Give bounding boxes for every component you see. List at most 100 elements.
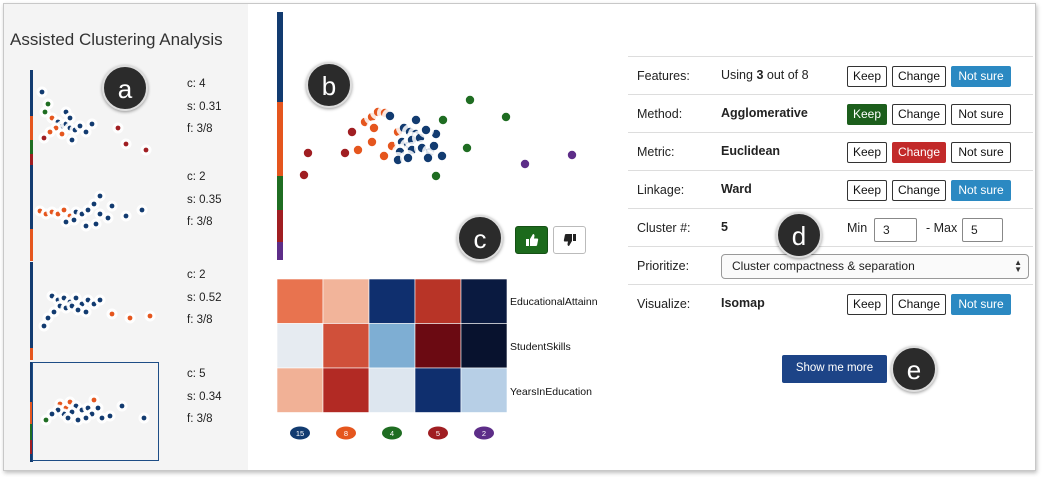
thumbnail-cluster-strip (30, 454, 33, 462)
thumbnail-point (99, 415, 105, 421)
cluster-size-label: 4 (390, 429, 394, 438)
features-label: Features: (637, 69, 690, 83)
selected-thumbnail-highlight[interactable] (32, 362, 159, 461)
metric-change-button[interactable]: Change (892, 142, 946, 163)
prioritize-row: Prioritize: Cluster compactness & separa… (628, 246, 1033, 284)
thumbnail-cluster-strip (30, 262, 33, 348)
thumbs-up-button[interactable] (515, 226, 548, 254)
scatter-point (465, 95, 475, 105)
thumbnail-cluster-strip (30, 229, 33, 261)
features-change-button[interactable]: Change (892, 66, 946, 87)
cluster-count: c: 5 (187, 368, 206, 380)
thumbnail-cluster-strip (30, 424, 33, 440)
metric-not-sure-button[interactable]: Not sure (951, 142, 1011, 163)
thumbnail-point (73, 403, 79, 409)
thumbnail-point (79, 211, 85, 217)
heatmap-row-label: EducationalAttainn (510, 296, 598, 308)
main-scatterplot-and-heatmap[interactable]: 15 8 4 5 2 (0, 0, 620, 470)
visualize-not-sure-button[interactable]: Not sure (951, 294, 1011, 315)
thumbnail-cluster-strip (30, 348, 33, 360)
thumbnail-cluster-strip (30, 165, 33, 229)
thumbnail-point (77, 123, 83, 129)
thumbnail-stats-4: c: 5 s: 0.34 f: 3/8 (187, 363, 222, 431)
heatmap-cell (460, 278, 508, 324)
controls-panel: Features: Using 3 out of 8 Keep Change N… (628, 56, 1033, 322)
thumbnail-point (89, 411, 95, 417)
app-title: Assisted Clustering Analysis (10, 30, 223, 49)
visualize-row: Visualize: Isomap Keep Change Not sure (628, 284, 1033, 322)
min-clusters-input[interactable]: 3 (874, 218, 917, 242)
linkage-not-sure-button[interactable]: Not sure (951, 180, 1011, 201)
silhouette-score: s: 0.35 (187, 193, 222, 206)
scatter-point (462, 143, 472, 153)
annotation-b: b (306, 62, 352, 108)
features-value: Using 3 out of 8 (721, 68, 809, 82)
visualize-keep-button[interactable]: Keep (847, 294, 887, 315)
thumbnail-point (69, 409, 75, 415)
heatmap-cell (276, 367, 324, 413)
scatter-point (303, 148, 313, 158)
metric-keep-button[interactable]: Keep (847, 142, 887, 163)
thumbnail-point (93, 221, 99, 227)
method-not-sure-button[interactable]: Not sure (951, 104, 1011, 125)
thumbnail-point (89, 121, 95, 127)
thumbnail-point (73, 295, 79, 301)
thumbnail-point (83, 129, 89, 135)
thumbnail-scatterplots[interactable] (0, 0, 250, 470)
thumbnail-point (147, 313, 153, 319)
heatmap-cell (368, 278, 416, 324)
scatter-point (431, 171, 441, 181)
thumbnail-point (79, 301, 85, 307)
main-cluster-strip (277, 102, 283, 176)
visualize-change-button[interactable]: Change (892, 294, 946, 315)
thumbnail-point (119, 403, 125, 409)
method-row: Method: Agglomerative Keep Change Not su… (628, 94, 1033, 132)
scatter-point (367, 137, 377, 147)
thumbs-down-button[interactable] (553, 226, 586, 254)
scatter-point (353, 145, 363, 155)
thumbnail-cluster-strip (30, 70, 33, 116)
thumbnail-point (91, 301, 97, 307)
max-clusters-input[interactable]: 5 (962, 218, 1003, 242)
prioritize-selected-value: Cluster compactness & separation (732, 259, 915, 273)
thumbnail-point (41, 135, 47, 141)
scatter-point (340, 148, 350, 158)
thumbs-up-icon (525, 234, 538, 246)
feature-count: f: 3/8 (187, 314, 213, 326)
linkage-value: Ward (721, 182, 752, 196)
main-cluster-strip (277, 12, 283, 102)
prioritize-select[interactable]: Cluster compactness & separation ▲ ▼ (721, 254, 1029, 279)
thumbnail-point (91, 201, 97, 207)
thumbnail-stats-3: c: 2 s: 0.52 f: 3/8 (187, 264, 222, 332)
main-cluster-strip (277, 210, 283, 242)
thumbnail-point (83, 309, 89, 315)
thumbnail-point (85, 207, 91, 213)
thumbnail-cluster-strip (30, 440, 33, 454)
heatmap-cell (414, 367, 462, 413)
thumbnail-point (59, 131, 65, 137)
features-keep-button[interactable]: Keep (847, 66, 887, 87)
linkage-keep-button[interactable]: Keep (847, 180, 887, 201)
show-me-more-button[interactable]: Show me more (782, 355, 887, 383)
thumbnail-point (123, 141, 129, 147)
thumbnail-point (47, 129, 53, 135)
thumbnail-point (61, 207, 67, 213)
thumbnail-point (49, 115, 55, 121)
main-cluster-strip (277, 242, 283, 260)
thumbnail-point (107, 413, 113, 419)
features-not-sure-button[interactable]: Not sure (951, 66, 1011, 87)
heatmap-cell (460, 323, 508, 369)
scatter-point (501, 112, 511, 122)
heatmap-cell (322, 367, 370, 413)
thumbnail-point (97, 297, 103, 303)
method-keep-button[interactable]: Keep (847, 104, 887, 125)
silhouette-score: s: 0.31 (187, 100, 222, 113)
thumbnail-point (115, 125, 121, 131)
scatter-point (431, 129, 441, 139)
method-change-button[interactable]: Change (892, 104, 946, 125)
scatter-point (423, 153, 433, 163)
thumbnail-point (63, 219, 69, 225)
heatmap-cell (414, 278, 462, 324)
thumbnail-point (97, 211, 103, 217)
linkage-change-button[interactable]: Change (892, 180, 946, 201)
